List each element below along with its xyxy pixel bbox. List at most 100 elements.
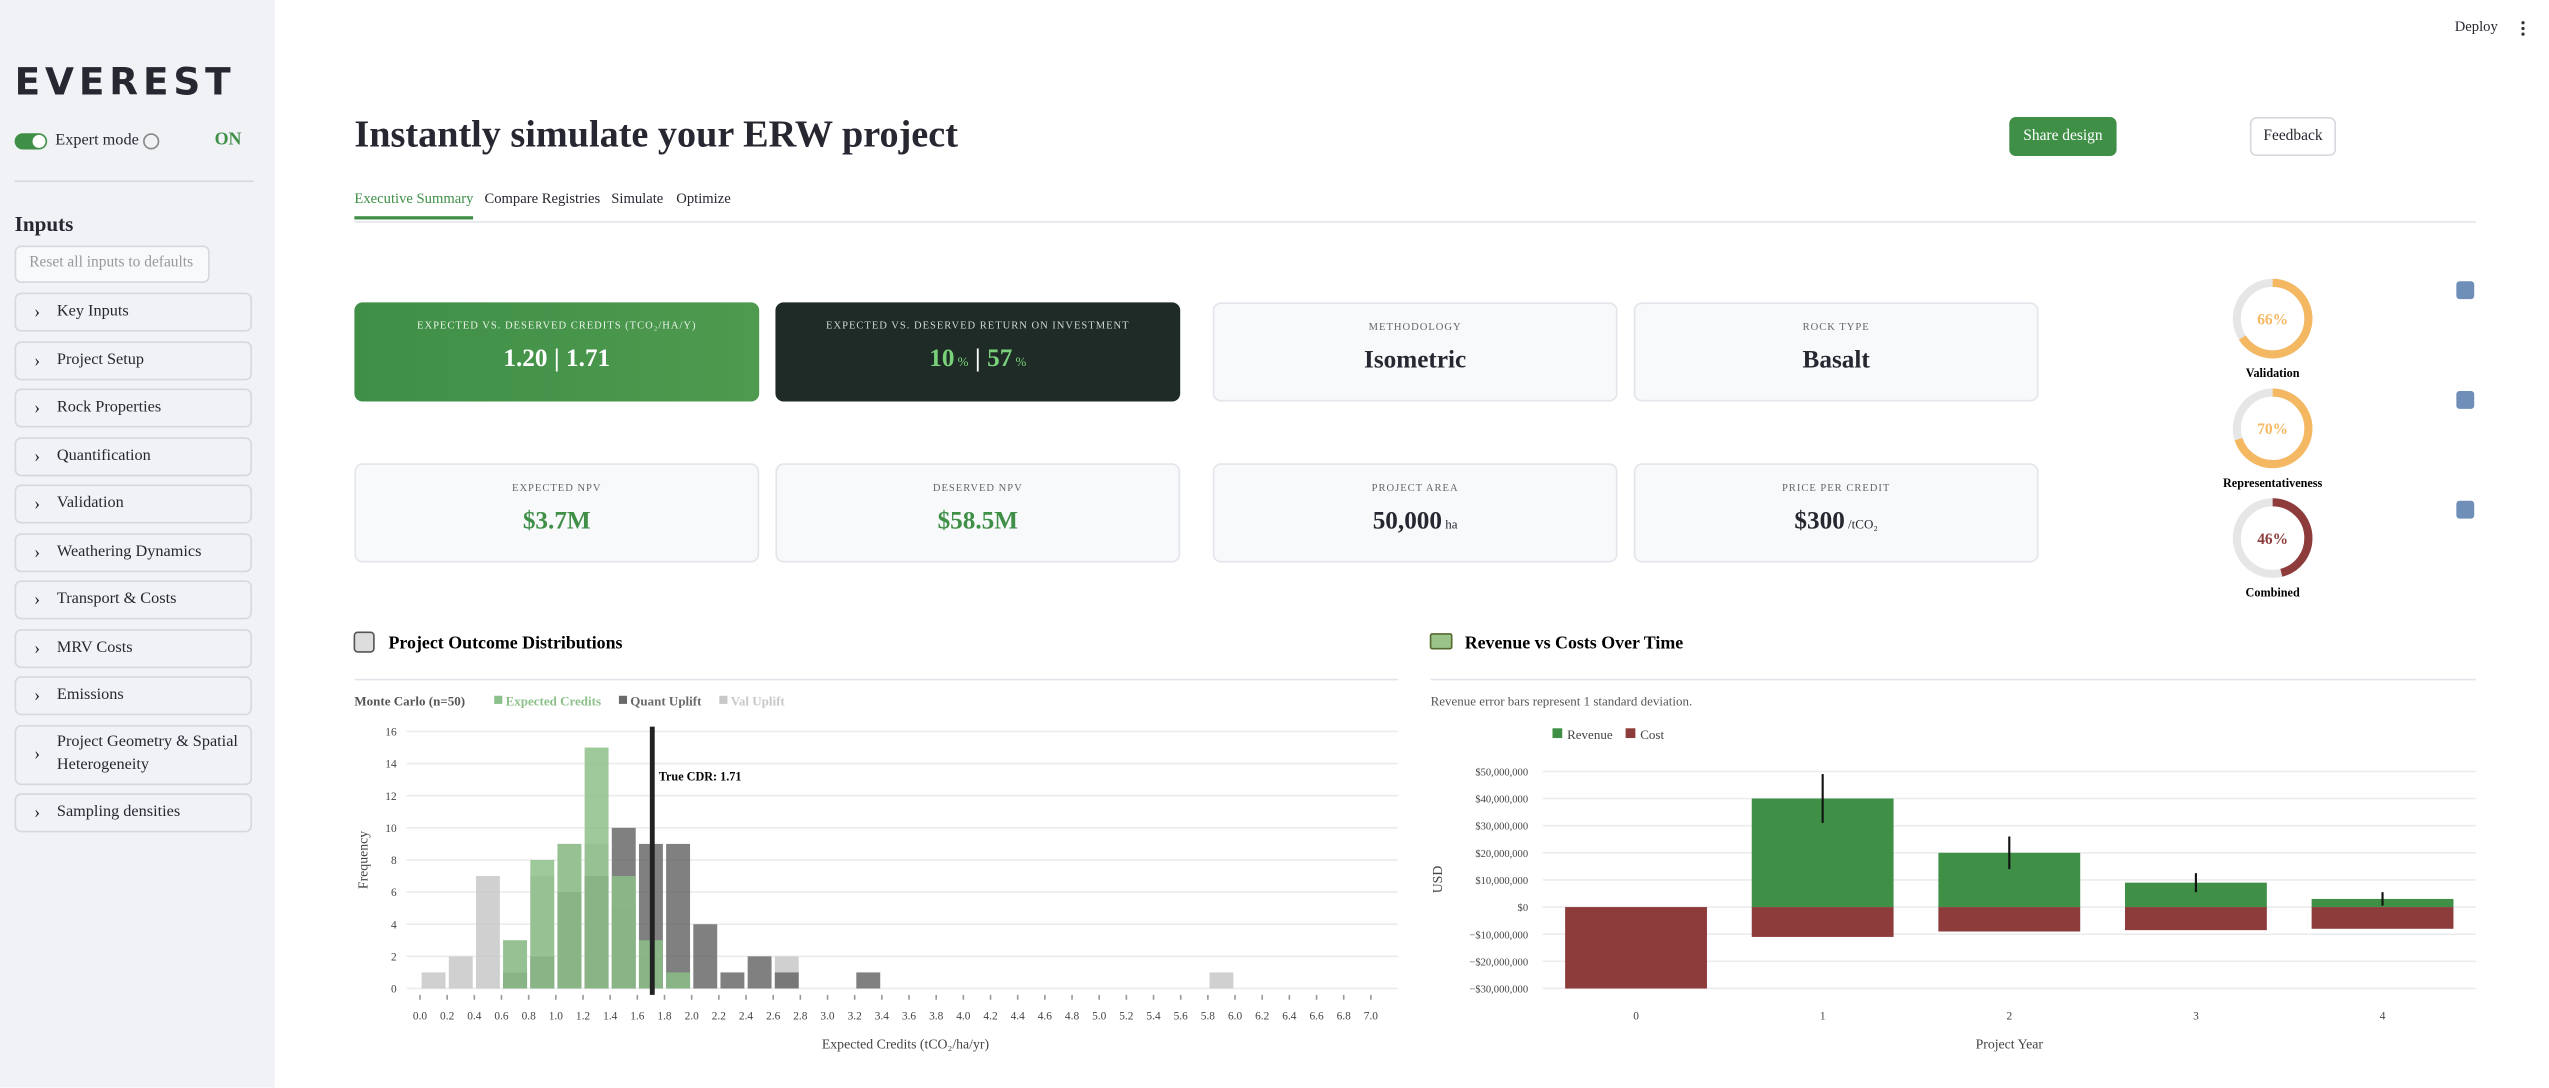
bar	[1565, 907, 1707, 989]
info-icon[interactable]	[2456, 500, 2475, 519]
tab[interactable]: Simulate	[611, 190, 664, 207]
card-value: $300	[1794, 507, 1845, 535]
hist-bar	[448, 956, 473, 989]
tab[interactable]: Optimize	[676, 190, 731, 207]
x-tick-label: 4.8	[1065, 1010, 1080, 1022]
card-value: 10% | 57%	[775, 345, 1180, 374]
legend-swatch	[1552, 728, 1563, 739]
x-tick-label: 6.8	[1337, 1010, 1352, 1022]
help-icon[interactable]	[143, 133, 160, 150]
y-tick-label: 6	[391, 887, 397, 899]
x-tick-label: 6.6	[1309, 1010, 1324, 1022]
gauge-arc	[2232, 388, 2313, 469]
share-button[interactable]: Share design	[2009, 117, 2117, 157]
sidebar-item[interactable]: Project Geometry & Spatial Heterogeneity	[14, 724, 252, 785]
x-tick-label: 0.0	[413, 1010, 428, 1022]
metric-card: Expected vs. deserved return on investme…	[775, 302, 1181, 402]
info-icon[interactable]	[2456, 281, 2475, 300]
reset-button[interactable]: Reset all inputs to defaults	[14, 245, 210, 283]
card-value: $58.5M	[937, 507, 1019, 535]
x-tick-label: 3.6	[902, 1010, 917, 1022]
x-tick-label: 6.0	[1228, 1010, 1243, 1022]
legend-swatch	[494, 695, 503, 704]
sidebar-item[interactable]: Validation	[14, 484, 252, 524]
gauge-arc	[2232, 498, 2313, 578]
gauge-value: 66%	[2257, 311, 2288, 328]
toggle[interactable]	[14, 133, 48, 150]
metric-card: Rock type Basalt	[1633, 302, 2039, 402]
gauge-value: 70%	[2257, 421, 2288, 438]
sidebar-item[interactable]: Sampling densities	[14, 793, 252, 833]
x-tick-label: 2.2	[712, 1010, 727, 1022]
hist-bar	[774, 972, 799, 989]
hist-bar	[530, 859, 555, 989]
sidebar-item[interactable]: Transport & Costs	[14, 580, 252, 620]
metric-card: Price per credit $300/tCO₂	[1633, 463, 2039, 563]
hist-bar	[693, 924, 718, 989]
card-value: Basalt	[1635, 346, 2037, 375]
sidebar-item[interactable]: Emissions	[14, 676, 252, 716]
inputs-title: Inputs	[14, 211, 74, 236]
x-tick-label: 5.6	[1174, 1010, 1189, 1022]
card-value: $300/tCO₂	[1635, 507, 2037, 536]
x-tick-label: 1.2	[576, 1010, 591, 1022]
y-tick-label: −$30,000,000	[1469, 985, 1528, 996]
annotation-label: True CDR: 1.71	[659, 769, 742, 783]
gauge-label: Combined	[2246, 586, 2300, 600]
x-tick-label: 6.2	[1255, 1010, 1270, 1022]
x-tick-label: 5.2	[1119, 1010, 1134, 1022]
card-separator: |	[553, 344, 560, 373]
x-tick-label: 5.0	[1092, 1010, 1107, 1022]
x-tick-label: 3.0	[820, 1010, 835, 1022]
chart-subtitle: Revenue error bars represent 1 standard …	[1431, 694, 1693, 709]
menu[interactable]	[2518, 16, 2528, 36]
x-tick-label: 1.6	[630, 1010, 645, 1022]
hist-bar	[666, 843, 691, 989]
sidebar-item[interactable]: MRV Costs	[14, 628, 252, 668]
x-tick-label: 2.6	[766, 1010, 781, 1022]
x-tick-label: 2.0	[685, 1010, 700, 1022]
y-tick-label: 0	[391, 984, 397, 996]
x-axis-label: Expected Credits (tCO₂/ha/yr)	[822, 1037, 989, 1053]
feedback-button[interactable]: Feedback	[2249, 117, 2337, 157]
metric-card: Expected vs. deserved credits (tCO₂/ha/y…	[354, 302, 760, 402]
tab[interactable]: Executive Summary	[354, 190, 474, 220]
card-value: $58.5M	[777, 507, 1179, 536]
card-value: 1.20 | 1.71	[354, 345, 759, 374]
x-tick-label: 1.8	[657, 1010, 672, 1022]
logo: EVEREST	[14, 61, 236, 105]
info-icon[interactable]	[2456, 390, 2475, 409]
sidebar-item[interactable]: Quantification	[14, 436, 252, 476]
x-tick-label: 0.4	[467, 1010, 482, 1022]
sidebar-item[interactable]: Project Setup	[14, 340, 252, 380]
bar	[1938, 907, 2081, 932]
card-value: Isometric	[1214, 346, 1616, 375]
card-label: Rock type	[1802, 321, 1870, 334]
sidebar-item[interactable]: Rock Properties	[14, 388, 252, 428]
sidebar-item[interactable]: Weathering Dynamics	[14, 532, 252, 572]
hist-bar	[856, 972, 881, 989]
sidebar-item[interactable]: Key Inputs	[14, 292, 252, 332]
x-tick-label: 2.4	[739, 1010, 754, 1022]
hist-bar	[584, 747, 609, 989]
card-value: $3.7M	[522, 507, 591, 535]
hist-bar	[720, 972, 745, 989]
x-tick-label: 1	[1820, 1010, 1826, 1022]
gauge-arc	[2232, 278, 2313, 359]
legend-label: Quant Uplift	[630, 694, 702, 709]
card-value: 50,000 ha	[1214, 507, 1616, 536]
legend-label: Revenue	[1567, 727, 1613, 742]
hist-bar	[503, 940, 528, 989]
tab[interactable]: Compare Registries	[484, 190, 601, 207]
card-label: Expected vs. deserved credits (tCO₂/ha/y…	[417, 320, 697, 332]
deploy[interactable]: Deploy	[2454, 17, 2498, 35]
x-tick-label: 3.8	[929, 1010, 944, 1022]
card-value: $3.7M	[356, 507, 758, 536]
x-tick-label: 4.6	[1038, 1010, 1053, 1022]
chart-title: Project Outcome Distributions	[389, 633, 623, 653]
legend-label: Val Uplift	[731, 694, 786, 709]
card-separator: |	[975, 344, 981, 373]
card-label: Project area	[1371, 482, 1459, 495]
x-tick-label: 7.0	[1364, 1010, 1379, 1022]
